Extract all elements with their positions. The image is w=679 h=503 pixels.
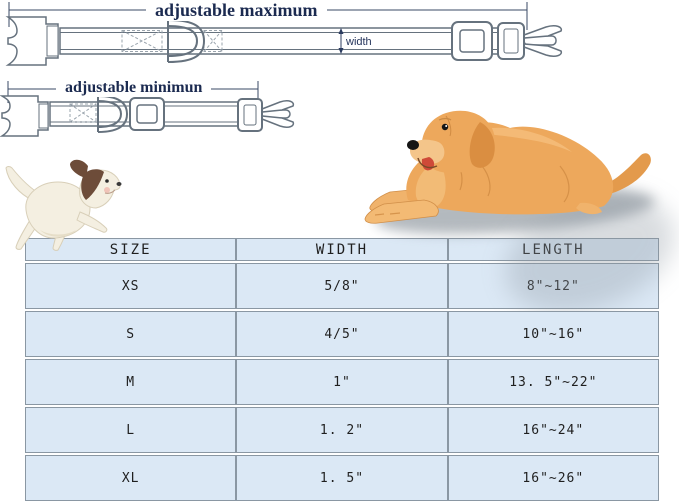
- collar-diagram-maximum: width: [5, 2, 563, 66]
- table-row: L 1. 2" 16"~24": [25, 407, 659, 453]
- width-label: width: [345, 36, 372, 48]
- table-row: S 4/5" 10"~16": [25, 311, 659, 357]
- adjustable-minimum-label: adjustable minimun: [56, 79, 212, 97]
- table-row: XS 5/8" 8"~12": [25, 263, 659, 309]
- length-cell: 8"~12": [447, 263, 659, 309]
- dog-tail: [598, 153, 651, 196]
- length-cell: 16"~24": [447, 407, 659, 453]
- collar-strap-max: [59, 27, 511, 55]
- column-header-size: SIZE: [25, 238, 237, 261]
- width-cell: 1. 2": [236, 407, 448, 453]
- buckle-male-max: [497, 22, 563, 60]
- width-cell: 4/5": [236, 311, 448, 357]
- size-cell: M: [25, 359, 237, 405]
- size-cell: XS: [25, 263, 237, 309]
- column-header-width: WIDTH: [236, 238, 448, 261]
- width-cell: 1": [236, 359, 448, 405]
- triglide-slider-min: [129, 97, 165, 131]
- table-row: M 1" 13. 5"~22": [25, 359, 659, 405]
- buckle-female-min: [0, 95, 49, 137]
- width-cell: 5/8": [236, 263, 448, 309]
- size-cell: S: [25, 311, 237, 357]
- buckle-female-max: [5, 16, 59, 66]
- column-header-length: LENGTH: [447, 238, 659, 261]
- size-cell: XL: [25, 455, 237, 501]
- table-row: XL 1. 5" 16"~26": [25, 455, 659, 501]
- size-chart: SIZE WIDTH LENGTH XS 5/8" 8"~12" S 4/5" …: [25, 236, 659, 503]
- d-ring-max: [167, 19, 206, 63]
- d-ring-min: [97, 95, 129, 133]
- adjustable-maximum-label: adjustable maximum: [146, 0, 327, 21]
- stitching-min: [69, 103, 97, 123]
- length-cell: 16"~26": [447, 455, 659, 501]
- dog-body: [406, 122, 614, 215]
- buckle-male-min: [237, 98, 295, 132]
- small-dog-illustration: [5, 159, 122, 251]
- size-chart-table: SIZE WIDTH LENGTH XS 5/8" 8"~12" S 4/5" …: [25, 236, 659, 503]
- length-cell: 13. 5"~22": [447, 359, 659, 405]
- dog-front-paw: [364, 199, 439, 224]
- width-cell: 1. 5": [236, 455, 448, 501]
- collar-diagram-minimum: [0, 81, 295, 137]
- triglide-slider-max: [451, 21, 493, 61]
- dog-head: [407, 110, 495, 173]
- size-cell: L: [25, 407, 237, 453]
- width-annotation: width: [338, 28, 372, 54]
- length-cell: 10"~16": [447, 311, 659, 357]
